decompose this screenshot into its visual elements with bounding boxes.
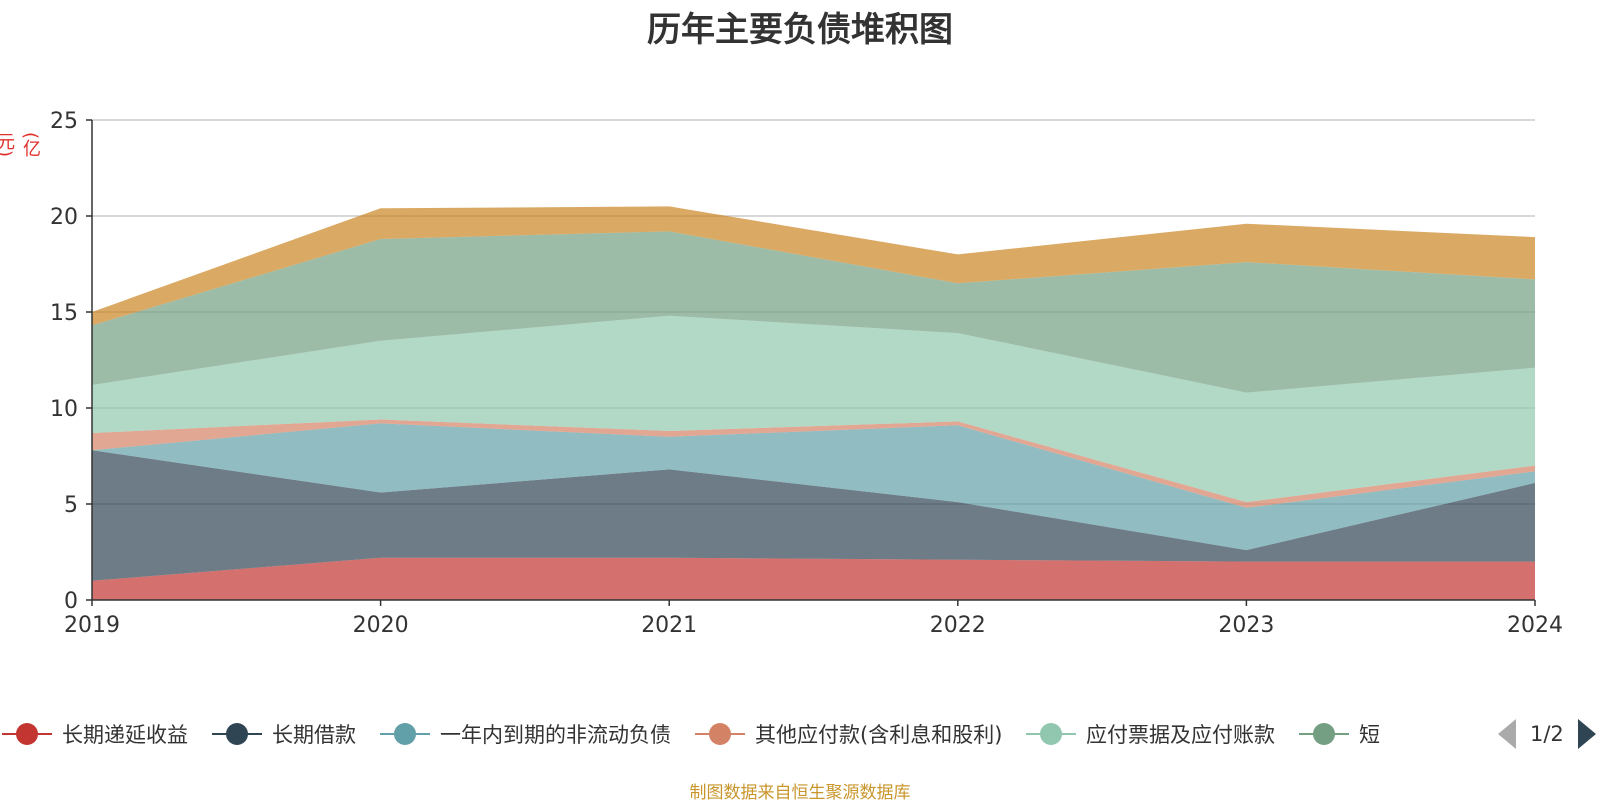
legend-next-arrow-icon[interactable]: [1577, 719, 1596, 749]
legend-item-3[interactable]: 其他应付款(含利息和股利): [695, 714, 1002, 754]
stacked-area-chart: 0 5 10 15 20 25 2019 2020 2021 2022 2023 2024: [50, 109, 1563, 638]
y-tick-label-5: 25: [50, 109, 78, 134]
x-tick-label-5: 2024: [1507, 613, 1563, 638]
chart-title: 历年主要负债堆积图: [647, 10, 953, 50]
source-note: 制图数据来自恒生聚源数据库: [689, 783, 911, 803]
legend-label: 一年内到期的非流动负债: [440, 723, 671, 747]
area-series[interactable]: [92, 206, 1535, 600]
y-tick-label-4: 20: [50, 205, 78, 230]
y-tick-label-2: 10: [50, 397, 78, 422]
area-series-2[interactable]: [92, 423, 1535, 551]
legend-marker-icon: [2, 721, 52, 747]
legend-item-2[interactable]: 一年内到期的非流动负债: [380, 714, 671, 754]
x-tick-label-1: 2020: [353, 613, 409, 638]
legend-items: 长期递延收益 长期借款 一年内到期的非流动负债 其他应付款(含利息和股利) 应付票据及应…: [0, 714, 1480, 754]
x-tick-label-0: 2019: [64, 613, 120, 638]
legend-label: 其他应付款(含利息和股利): [755, 723, 1003, 747]
x-tick-label-2: 2021: [641, 613, 697, 638]
legend-marker-icon: [212, 721, 262, 747]
area-series-0[interactable]: [92, 557, 1535, 600]
legend-label: 长期借款: [272, 723, 356, 747]
legend-item-4[interactable]: 应付票据及应付账款: [1026, 714, 1275, 754]
legend-marker-icon: [1026, 721, 1076, 747]
legend-prev-arrow-icon[interactable]: [1498, 719, 1516, 749]
area-series-6[interactable]: [92, 206, 1535, 326]
legend-item-1[interactable]: 长期借款: [212, 714, 356, 754]
legend-marker-icon: [695, 721, 745, 747]
area-series-1[interactable]: [92, 450, 1535, 581]
y-tick-label-0: 0: [64, 589, 78, 614]
y-tick-label-1: 5: [64, 493, 78, 518]
y-tick-label-3: 15: [50, 301, 78, 326]
legend-label: 应付票据及应付账款: [1086, 723, 1275, 747]
legend-page-indicator: 1/2: [1530, 722, 1564, 746]
legend-item-5[interactable]: 短: [1299, 714, 1380, 754]
area-series-4[interactable]: [92, 315, 1535, 503]
y-axis-unit-label: (亿元): [0, 132, 41, 158]
x-tick-label-3: 2022: [930, 613, 986, 638]
area-series-5[interactable]: [92, 231, 1535, 393]
legend-pager: 1/2: [1498, 714, 1596, 754]
legend-marker-icon: [380, 721, 430, 747]
legend: 长期递延收益 长期借款 一年内到期的非流动负债 其他应付款(含利息和股利) 应付票据及应…: [0, 714, 1600, 754]
axes: 0 5 10 15 20 25 2019 2020 2021 2022 2023 2024: [50, 109, 1563, 638]
legend-label: 短: [1359, 723, 1380, 747]
legend-item-0[interactable]: 长期递延收益: [2, 714, 188, 754]
x-tick-label-4: 2023: [1218, 613, 1274, 638]
area-series-3[interactable]: [92, 419, 1535, 508]
legend-marker-icon: [1299, 721, 1349, 747]
legend-label: 长期递延收益: [62, 723, 188, 747]
